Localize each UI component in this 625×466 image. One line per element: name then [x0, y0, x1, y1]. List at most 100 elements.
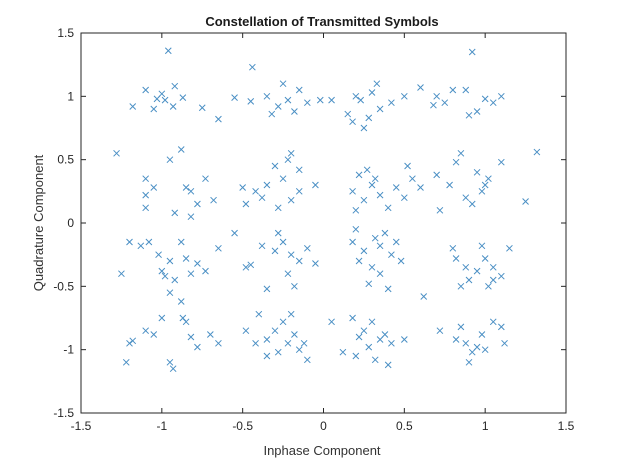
data-point	[376, 191, 384, 199]
data-point	[263, 352, 271, 360]
data-point	[247, 261, 255, 269]
y-tick-label: 1.5	[57, 26, 74, 40]
data-point	[365, 343, 373, 351]
data-point	[303, 99, 311, 107]
data-point	[263, 181, 271, 189]
data-point	[215, 339, 222, 347]
data-point	[433, 92, 441, 100]
data-point	[355, 333, 363, 341]
data-point	[182, 318, 190, 326]
data-point	[473, 168, 481, 176]
y-tick-label: 0	[67, 216, 74, 230]
data-point	[436, 206, 444, 214]
x-tick-label: -1.5	[71, 419, 92, 433]
data-point	[239, 184, 247, 191]
data-point	[352, 225, 360, 233]
data-point	[187, 187, 195, 195]
chart-title: Constellation of Transmitted Symbols	[205, 14, 438, 29]
data-point	[481, 95, 489, 103]
data-point	[312, 260, 319, 267]
data-point	[284, 156, 292, 164]
data-point	[360, 124, 368, 132]
data-point	[400, 194, 408, 202]
data-point	[118, 270, 125, 278]
data-point	[360, 327, 368, 335]
data-point	[485, 175, 492, 183]
data-point	[522, 198, 529, 205]
data-point	[381, 331, 389, 338]
data-point	[497, 158, 505, 166]
data-point	[303, 356, 311, 364]
data-point	[368, 318, 376, 326]
data-point	[194, 343, 201, 351]
x-tick-label: -1	[156, 419, 167, 433]
data-point	[388, 339, 395, 347]
data-point	[384, 361, 392, 369]
x-tick-label: 0.5	[396, 419, 413, 433]
data-point	[384, 285, 392, 293]
data-point	[489, 99, 497, 107]
data-point	[194, 200, 201, 208]
data-point	[462, 86, 470, 94]
data-point	[349, 238, 356, 246]
data-point	[363, 166, 371, 174]
data-point	[166, 257, 174, 265]
data-point	[316, 96, 324, 104]
data-point	[376, 242, 384, 250]
data-point	[187, 213, 195, 221]
data-point	[179, 94, 187, 101]
data-point	[169, 103, 177, 110]
data-point	[142, 327, 150, 335]
data-point	[247, 98, 255, 105]
data-point	[533, 148, 541, 156]
data-point	[284, 270, 292, 278]
data-point	[258, 242, 266, 250]
data-point	[231, 94, 238, 101]
data-point	[126, 238, 133, 246]
data-point	[344, 110, 352, 118]
data-point	[392, 238, 400, 246]
data-point	[446, 181, 453, 189]
data-point	[468, 48, 476, 56]
data-point	[171, 209, 179, 217]
plot-area	[80, 32, 567, 414]
data-point	[231, 229, 238, 237]
data-point	[388, 99, 395, 107]
data-point	[295, 166, 303, 174]
x-tick-label: 0	[320, 419, 327, 433]
data-point	[284, 96, 292, 104]
data-point	[355, 171, 363, 179]
data-point	[252, 339, 259, 347]
data-point	[360, 247, 368, 255]
data-point	[166, 289, 174, 297]
data-point	[349, 187, 356, 195]
data-point	[473, 108, 481, 115]
data-point	[303, 244, 311, 252]
data-point	[150, 105, 158, 113]
data-point	[352, 352, 360, 360]
data-point	[177, 238, 185, 246]
data-point	[449, 244, 457, 252]
data-point	[252, 187, 259, 195]
data-point	[349, 314, 356, 322]
data-point	[295, 257, 303, 265]
data-point	[291, 282, 298, 290]
data-point	[365, 280, 373, 288]
data-point	[368, 181, 376, 189]
data-point	[452, 336, 460, 343]
data-point	[171, 82, 179, 90]
data-point	[339, 348, 347, 356]
y-tick-label: -1.5	[53, 406, 74, 420]
data-point	[145, 238, 153, 246]
data-point	[485, 282, 492, 290]
data-point	[271, 247, 279, 255]
data-point	[287, 196, 295, 204]
y-tick-label: 1	[67, 89, 74, 103]
data-point	[478, 187, 486, 195]
data-point	[489, 276, 497, 284]
data-point	[357, 96, 365, 104]
data-point	[166, 358, 174, 366]
data-point	[279, 175, 287, 183]
data-point	[279, 318, 287, 326]
data-point	[462, 263, 470, 271]
